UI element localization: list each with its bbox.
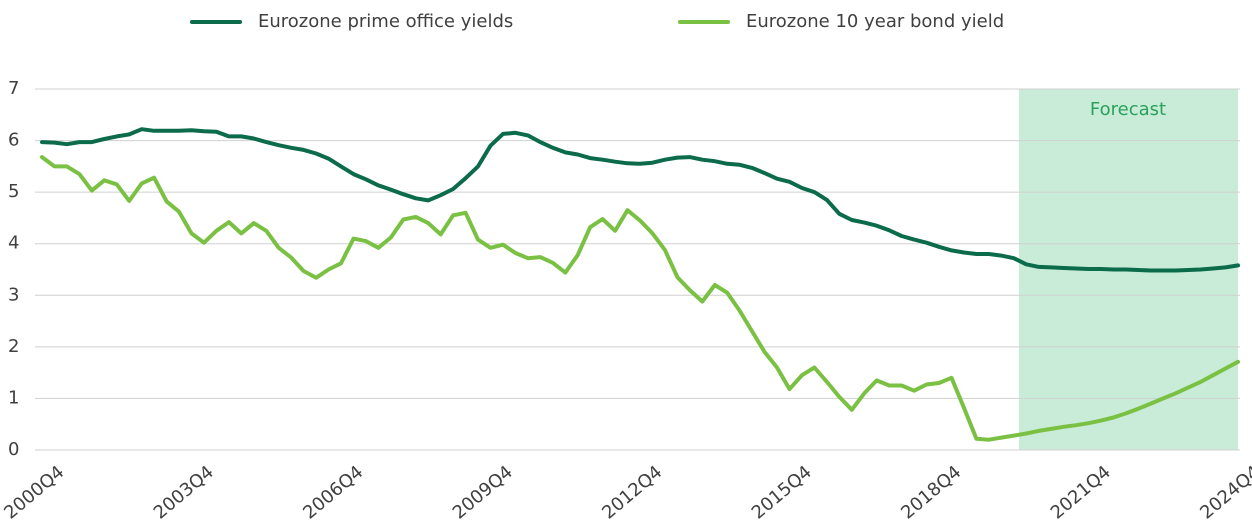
legend-label: Eurozone 10 year bond yield: [746, 11, 1004, 32]
x-tick-label: 2000Q4: [0, 462, 68, 524]
x-tick-label: 2021Q4: [1047, 462, 1115, 524]
x-tick-label: 2012Q4: [598, 462, 666, 524]
series-line: [40, 155, 1240, 442]
x-tick-label: 2018Q4: [897, 462, 965, 524]
series-line: [40, 127, 1240, 273]
y-tick-label: 3: [8, 284, 19, 305]
y-tick-label: 7: [8, 78, 19, 99]
y-tick-label: 0: [8, 439, 19, 460]
x-tick-label: 2003Q4: [150, 462, 218, 524]
x-tick-label: 2024Q4: [1196, 462, 1252, 524]
y-tick-label: 5: [8, 181, 19, 202]
y-tick-label: 2: [8, 336, 19, 357]
legend-label: Eurozone prime office yields: [258, 11, 513, 32]
y-tick-label: 1: [8, 387, 19, 408]
y-tick-label: 4: [8, 233, 19, 254]
y-tick-label: 6: [8, 130, 19, 151]
x-tick-label: 2006Q4: [299, 462, 367, 524]
x-tick-label: 2009Q4: [449, 462, 517, 524]
forecast-label: Forecast: [1090, 99, 1166, 120]
x-tick-label: 2015Q4: [748, 462, 816, 524]
